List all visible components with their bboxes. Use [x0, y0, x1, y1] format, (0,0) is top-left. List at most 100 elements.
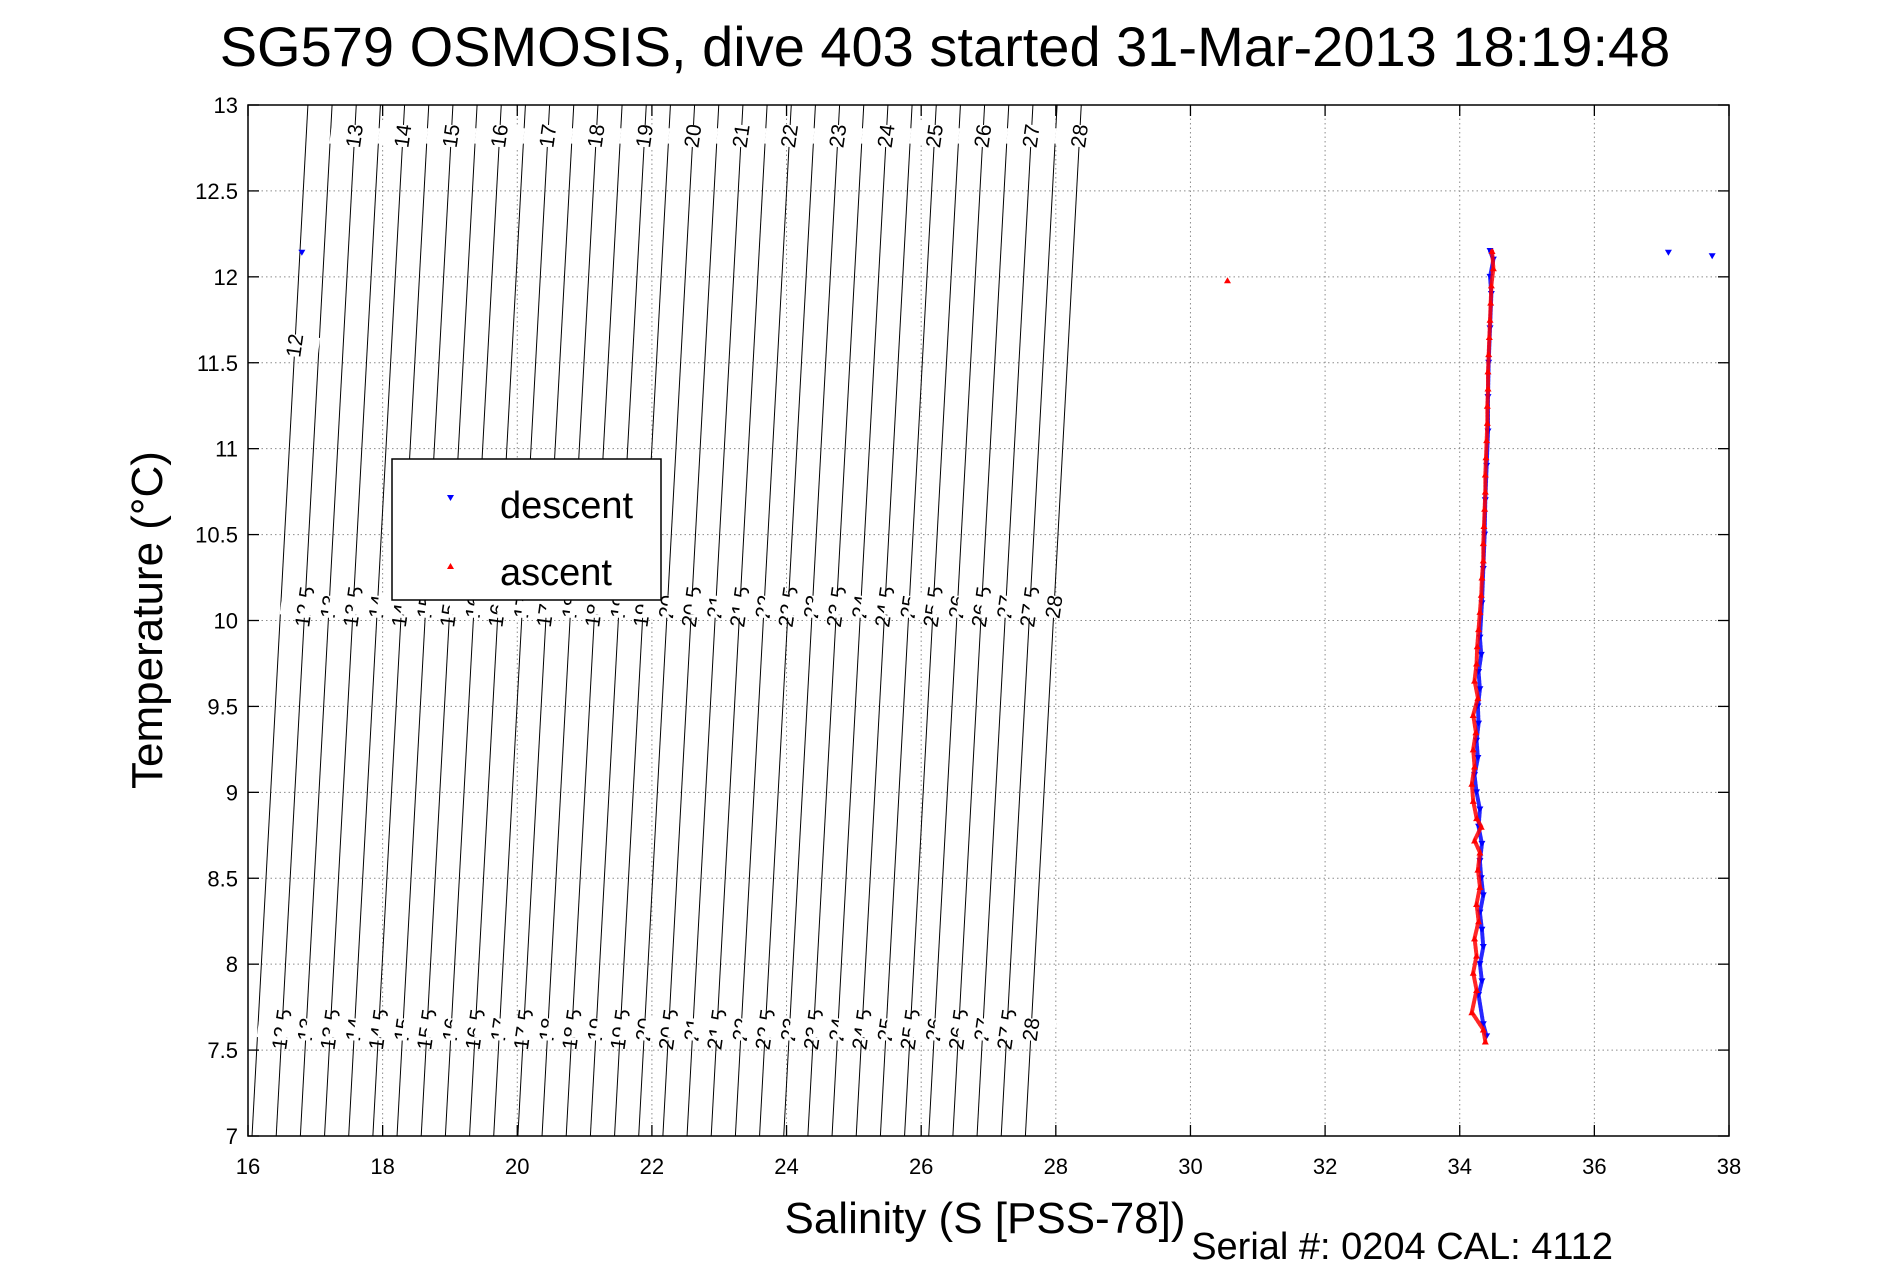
isopycnal-line — [783, 104, 841, 1137]
isopycnal-line — [879, 104, 937, 1137]
isopycnal-label-background — [474, 121, 525, 151]
x-tick-label: 36 — [1582, 1154, 1606, 1179]
isopycnal-label: 17 — [535, 123, 561, 149]
ascent-profile-trace — [1469, 249, 1496, 1044]
isopycnal-label-background — [377, 121, 429, 151]
legend-descent-marker — [447, 495, 454, 501]
x-tick-label: 34 — [1447, 1154, 1471, 1179]
plot-area: 12 13 14 15 16 17 18 19 20 21 22 23 24 25 26 27 28 12.5 13… — [195, 93, 1741, 1179]
y-tick-label: 7.5 — [207, 1038, 238, 1063]
y-tick-label: 8.5 — [207, 866, 238, 891]
isopycnal-label: 25 — [922, 123, 948, 149]
isopycnal-label-background — [812, 121, 864, 151]
isopycnal-line — [541, 104, 599, 1137]
isopycnal-line — [662, 104, 720, 1137]
isopycnal-labels: 121314151617181920212223242526272812.513… — [256, 121, 1105, 1051]
x-tick-label: 38 — [1717, 1154, 1741, 1179]
isopycnal-line — [396, 104, 454, 1137]
isopycnal-label: 21 — [729, 123, 755, 149]
y-tick-label: 12 — [214, 265, 238, 290]
isopycnal-line — [952, 104, 1010, 1137]
isopycnal-label-background — [1005, 121, 1057, 151]
isopycnal-label: 14 — [390, 123, 416, 150]
x-tick-label: 22 — [640, 1154, 664, 1179]
legend-ascent-label: ascent — [500, 552, 612, 594]
isopycnal-label-background — [570, 121, 622, 151]
isopycnal-line — [275, 104, 333, 1137]
descent-marker — [298, 249, 306, 256]
descent-marker — [1708, 253, 1716, 260]
x-tick-label: 26 — [909, 1154, 933, 1179]
x-tick-labels: 16 18 20 22 24 26 28 30 32 34 36 38 — [236, 1154, 1741, 1179]
y-tick-label: 12.5 — [195, 179, 238, 204]
y-tick-label: 11 — [215, 437, 238, 462]
isopycnal-label: 22 — [777, 123, 803, 149]
isopycnal-label: 15 — [439, 123, 465, 149]
isopycnal-line — [1000, 104, 1058, 1137]
isopycnal-label-background — [1054, 121, 1105, 151]
isopycnal-line — [469, 104, 526, 1137]
serial-cal-footer: Serial #: 0204 CAL: 4112 — [1191, 1226, 1613, 1262]
isopycnal-line — [251, 104, 309, 1137]
isopycnal-lines — [251, 104, 1082, 1137]
legend: descent ascent — [391, 458, 662, 601]
isopycnal-line — [299, 104, 357, 1137]
y-tick-label: 13 — [214, 93, 238, 118]
isopycnal-label: 13 — [342, 123, 368, 149]
isopycnal-label: 16 — [487, 123, 513, 149]
isopycnal-label-background — [715, 121, 767, 151]
x-tick-label: 32 — [1313, 1154, 1337, 1179]
y-tick-label: 10.5 — [195, 523, 238, 548]
isopycnal-label-background — [619, 121, 670, 151]
isopycnal-label: 28 — [1042, 594, 1068, 620]
isopycnal-label: 26 — [970, 123, 996, 149]
isopycnal-line — [372, 104, 430, 1137]
isopycnal-line — [904, 104, 961, 1137]
x-tick-label: 24 — [774, 1154, 798, 1179]
isopycnal-label-background — [1028, 592, 1080, 621]
isopycnal-label-background — [860, 121, 912, 151]
isopycnal-label: 23 — [825, 123, 851, 149]
axis-ticks — [247, 104, 1730, 1137]
isopycnal-line — [638, 104, 696, 1137]
legend-ascent-marker — [447, 563, 454, 569]
x-tick-label: 30 — [1178, 1154, 1202, 1179]
x-tick-label: 28 — [1044, 1154, 1068, 1179]
y-tick-label: 9.5 — [207, 694, 238, 719]
isopycnal-line — [1024, 104, 1082, 1137]
x-tick-label: 16 — [236, 1154, 260, 1179]
y-tick-label: 11.5 — [197, 351, 238, 376]
isopycnal-label: 28 — [1019, 1016, 1045, 1042]
isopycnal-label-background — [329, 121, 380, 151]
isopycnal-label-background — [269, 331, 321, 360]
x-tick-label: 20 — [505, 1154, 529, 1179]
isopycnal-line — [686, 104, 744, 1137]
isopycnal-line — [565, 104, 623, 1137]
ascent-marker — [1223, 277, 1231, 284]
y-tick-label: 10 — [214, 609, 238, 634]
isopycnal-line — [734, 104, 792, 1137]
isopycnal-line — [420, 104, 478, 1137]
isopycnal-label: 27 — [1019, 123, 1045, 149]
isopycnal-line — [928, 104, 986, 1137]
chart-title: SG579 OSMOSIS, dive 403 started 31-Mar-2… — [220, 15, 1671, 78]
isopycnal-line — [614, 104, 671, 1137]
data-markers — [298, 248, 1716, 1045]
legend-descent-label: descent — [500, 485, 634, 527]
descent-marker — [1664, 249, 1672, 256]
isopycnal-line — [324, 104, 381, 1137]
y-tick-label: 7 — [226, 1124, 238, 1149]
isopycnal-label-background — [667, 121, 719, 151]
y-tick-label: 8 — [226, 952, 238, 977]
isopycnal-label-background — [425, 121, 477, 151]
legend-box — [391, 458, 662, 601]
isopycnal-line — [976, 104, 1034, 1137]
y-tick-labels: 7 7.5 8 8.5 9 9.5 10 10.5 11 11.5 12 12.5 13 — [195, 93, 238, 1149]
isopycnal-label: 18 — [584, 123, 610, 149]
isopycnal-line — [348, 104, 406, 1137]
isopycnal-line — [710, 104, 768, 1137]
isopycnal-label: 24 — [874, 123, 900, 150]
isopycnal-line — [589, 104, 647, 1137]
x-tick-label: 18 — [370, 1154, 394, 1179]
